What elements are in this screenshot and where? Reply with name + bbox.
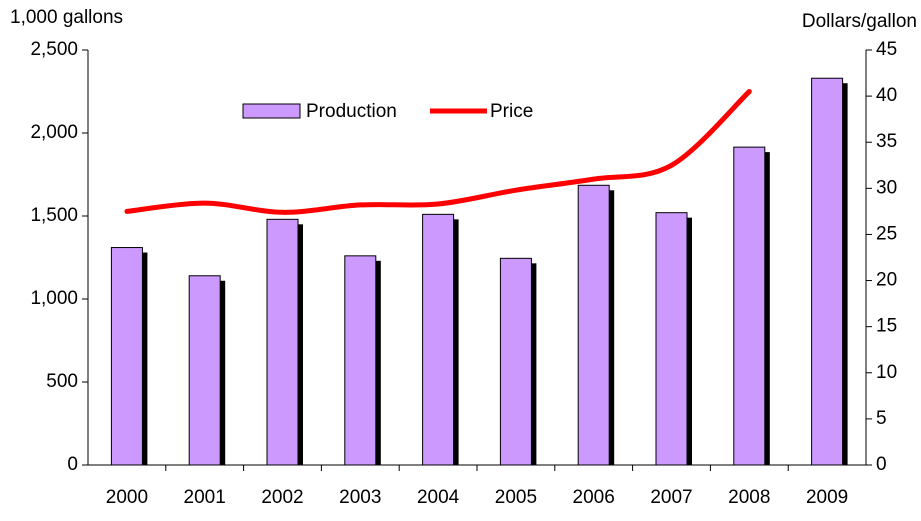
legend-label: Production	[306, 101, 397, 122]
y2-tick-label: 10	[876, 362, 897, 383]
x-tick-label: 2001	[184, 487, 226, 508]
x-tick-label: 2002	[261, 487, 303, 508]
price-line	[124, 89, 752, 215]
y2-tick-label: 20	[876, 270, 897, 291]
bar	[422, 213, 455, 466]
y-tick-label: 1,500	[30, 205, 78, 226]
y2-tick-label: 5	[876, 408, 887, 429]
bar	[499, 257, 532, 466]
y2-tick-label: 35	[876, 131, 897, 152]
bar	[733, 146, 766, 466]
y-tick-label: 2,000	[30, 122, 78, 143]
legend-swatch	[242, 103, 301, 119]
legend-label: Price	[490, 101, 533, 122]
x-tick-label: 2007	[650, 487, 692, 508]
bar	[188, 275, 221, 466]
y2-tick-label: 45	[876, 39, 897, 60]
y2-tick-label: 25	[876, 223, 897, 244]
y-tick-label: 1,000	[30, 288, 78, 309]
x-tick-label: 2006	[573, 487, 615, 508]
y2-tick-label: 0	[876, 454, 887, 475]
y2-axis-label: Dollars/gallon	[802, 11, 917, 32]
bar	[811, 77, 844, 466]
bar	[110, 247, 143, 466]
x-tick-label: 2009	[806, 487, 848, 508]
y-tick-label: 2,500	[30, 39, 78, 60]
y-axis-label: 1,000 gallons	[10, 7, 123, 28]
x-tick-label: 2003	[339, 487, 381, 508]
x-tick-label: 2008	[728, 487, 770, 508]
y-tick-label: 500	[46, 371, 78, 392]
bar	[266, 218, 299, 466]
bar	[655, 212, 688, 466]
y2-tick-label: 30	[876, 177, 897, 198]
bar	[344, 255, 377, 466]
bar	[577, 184, 610, 466]
x-tick-label: 2004	[417, 487, 460, 508]
y2-tick-label: 15	[876, 316, 897, 337]
y-tick-label: 0	[67, 454, 78, 475]
x-tick-label: 2000	[106, 487, 148, 508]
x-tick-label: 2005	[495, 487, 537, 508]
y2-tick-label: 40	[876, 85, 897, 106]
